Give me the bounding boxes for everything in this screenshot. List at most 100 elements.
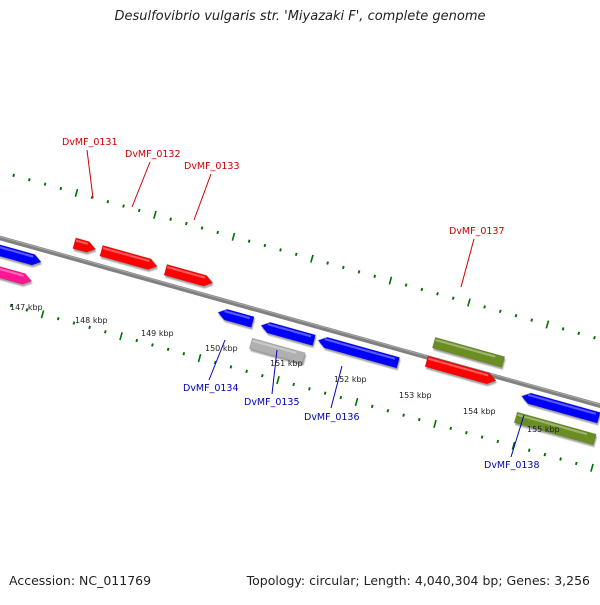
- outer-tick-minor: [514, 314, 518, 318]
- gene-label-dvmf-0134: DvMF_0134: [183, 383, 239, 394]
- inner-tick-minor: [72, 321, 76, 325]
- feature-track: [0, 237, 600, 446]
- gene-label-dvmf-0133: DvMF_0133: [184, 161, 240, 172]
- gene-arrow-dvmf-0133-shine: [167, 266, 206, 279]
- inner-tick-major: [590, 463, 594, 472]
- gene-arrow-dvmf-0132: [99, 245, 158, 270]
- outer-tick-minor: [185, 221, 188, 226]
- reverse-gene-arrow-body: [0, 238, 42, 266]
- outer-tick-major: [467, 298, 471, 307]
- inner-tick-major: [354, 397, 359, 407]
- inner-tick-minor: [261, 373, 264, 378]
- genome-title: Desulfovibrio vulgaris str. 'Miyazaki F'…: [114, 9, 486, 24]
- inner-tick-major: [433, 419, 437, 428]
- inner-tick-minor: [292, 382, 296, 387]
- outer-tick-minor: [420, 287, 424, 292]
- gene-arrow-dvmf-0138: [521, 392, 600, 424]
- gene-label-dvmf-0131: DvMF_0131: [62, 137, 118, 148]
- outer-tick-minor: [122, 204, 125, 208]
- genome-summary-label: Topology: circular; Length: 4,040,304 bp…: [246, 573, 590, 588]
- accession-label: Accession: NC_011769: [9, 573, 152, 588]
- inner-tick-minor: [386, 409, 390, 413]
- gene-label-leader: [131, 161, 151, 208]
- partial-gene-arrow-body: [0, 258, 33, 285]
- outer-tick-minor: [169, 217, 172, 221]
- scale-tick-label: 151 kbp: [270, 359, 303, 368]
- gene-arrow-dvmf-0136: [317, 336, 400, 369]
- outer-tick-major: [231, 232, 236, 241]
- outer-tick-minor: [294, 252, 298, 257]
- outer-tick-minor: [106, 199, 110, 204]
- outer-tick-minor: [530, 318, 534, 322]
- genome-backbone: [0, 235, 600, 408]
- gene-label-leader: [271, 349, 278, 395]
- gene-arrow-dvmf-0136-shine: [324, 338, 396, 360]
- outer-tick-minor: [561, 327, 565, 331]
- inner-tick-major: [40, 310, 45, 319]
- gene-arrow-dvmf-0134-body: [217, 308, 255, 328]
- outer-tick-track: [12, 173, 596, 340]
- outer-tick-minor: [357, 270, 361, 274]
- outer-tick-minor: [200, 226, 204, 230]
- outer-tick-minor: [43, 182, 47, 186]
- gene-box-rna-2-shine: [517, 413, 588, 436]
- reverse-gene-arrow: [0, 238, 42, 266]
- gene-label-leader: [193, 173, 212, 221]
- outer-tick-minor: [12, 173, 15, 178]
- gene-label-dvmf-0135: DvMF_0135: [244, 397, 300, 408]
- outer-tick-minor: [498, 309, 502, 314]
- outer-tick-minor: [373, 274, 377, 278]
- outer-tick-minor: [28, 178, 31, 182]
- inner-tick-minor: [402, 413, 405, 417]
- gene-arrow-dvmf-0131-shine: [75, 239, 88, 245]
- gene-box-pseudo-shine: [252, 339, 297, 354]
- inner-tick-minor: [182, 352, 186, 356]
- outer-tick-minor: [436, 292, 439, 296]
- scale-tick-label: 154 kbp: [463, 407, 496, 416]
- scale-tick-label: 152 kbp: [334, 375, 367, 384]
- inner-tick-minor: [245, 369, 248, 373]
- inner-tick-minor: [88, 325, 91, 330]
- gene-arrow-dvmf-0135-shine: [267, 323, 312, 338]
- gene-arrow-dvmf-0131: [72, 237, 97, 253]
- gene-label-leader: [86, 149, 94, 199]
- reverse-gene-arrow-shine: [0, 240, 34, 258]
- gene-arrow-dvmf-0135-body: [260, 322, 316, 346]
- outer-tick-minor: [247, 239, 251, 243]
- outer-tick-minor: [342, 265, 345, 270]
- gene-arrow-dvmf-0137: [424, 355, 497, 385]
- inner-tick-minor: [449, 426, 453, 431]
- outer-tick-minor: [326, 261, 329, 265]
- scale-tick-label: 148 kbp: [75, 316, 108, 325]
- inner-tick-minor: [25, 308, 29, 312]
- partial-gene-arrow: [0, 258, 33, 285]
- inner-tick-minor: [166, 347, 170, 352]
- gene-label-leader: [510, 414, 525, 458]
- scale-tick-label: 149 kbp: [141, 329, 174, 338]
- gene-label-leader: [330, 365, 343, 409]
- inner-tick-minor: [151, 343, 154, 347]
- inner-tick-minor: [9, 303, 13, 308]
- outer-tick-minor: [279, 248, 282, 252]
- scale-tick-label: 147 kbp: [10, 303, 43, 312]
- gene-arrow-dvmf-0136-body: [317, 336, 400, 369]
- gene-label-leader: [208, 339, 226, 381]
- outer-tick-minor: [216, 230, 220, 235]
- gene-label-dvmf-0138: DvMF_0138: [484, 460, 540, 471]
- inner-tick-minor: [229, 365, 233, 369]
- scale-tick-label: 155 kbp: [527, 425, 560, 434]
- gene-arrow-dvmf-0134: [217, 308, 255, 328]
- inner-tick-major: [119, 332, 123, 341]
- outer-tick-major: [545, 320, 550, 329]
- inner-tick-minor: [496, 439, 500, 444]
- inner-tick-major: [276, 375, 280, 385]
- outer-tick-major: [310, 254, 314, 263]
- gene-arrow-dvmf-0134-shine: [224, 310, 250, 320]
- outer-tick-minor: [577, 331, 581, 335]
- inner-tick-minor: [465, 430, 468, 435]
- gene-box-rna-2: [513, 411, 597, 446]
